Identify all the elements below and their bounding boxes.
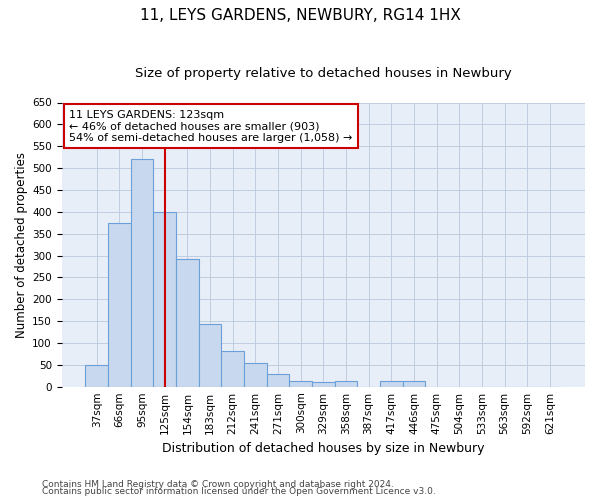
Bar	[266, 374, 289, 386]
Title: Size of property relative to detached houses in Newbury: Size of property relative to detached ho…	[135, 68, 512, 80]
Bar	[176, 258, 199, 386]
Text: 11, LEYS GARDENS, NEWBURY, RG14 1HX: 11, LEYS GARDENS, NEWBURY, RG14 1HX	[140, 8, 460, 22]
Bar	[380, 382, 403, 386]
Bar	[131, 160, 154, 386]
Bar	[312, 382, 335, 386]
Bar	[154, 212, 176, 386]
Bar	[244, 362, 266, 386]
Bar	[85, 365, 108, 386]
Text: Contains HM Land Registry data © Crown copyright and database right 2024.: Contains HM Land Registry data © Crown c…	[42, 480, 394, 489]
X-axis label: Distribution of detached houses by size in Newbury: Distribution of detached houses by size …	[162, 442, 485, 455]
Bar	[108, 222, 131, 386]
Bar	[335, 382, 358, 386]
Bar	[403, 382, 425, 386]
Bar	[221, 351, 244, 386]
Bar	[289, 382, 312, 386]
Bar	[199, 324, 221, 386]
Text: Contains public sector information licensed under the Open Government Licence v3: Contains public sector information licen…	[42, 487, 436, 496]
Y-axis label: Number of detached properties: Number of detached properties	[15, 152, 28, 338]
Text: 11 LEYS GARDENS: 123sqm
← 46% of detached houses are smaller (903)
54% of semi-d: 11 LEYS GARDENS: 123sqm ← 46% of detache…	[70, 110, 353, 143]
